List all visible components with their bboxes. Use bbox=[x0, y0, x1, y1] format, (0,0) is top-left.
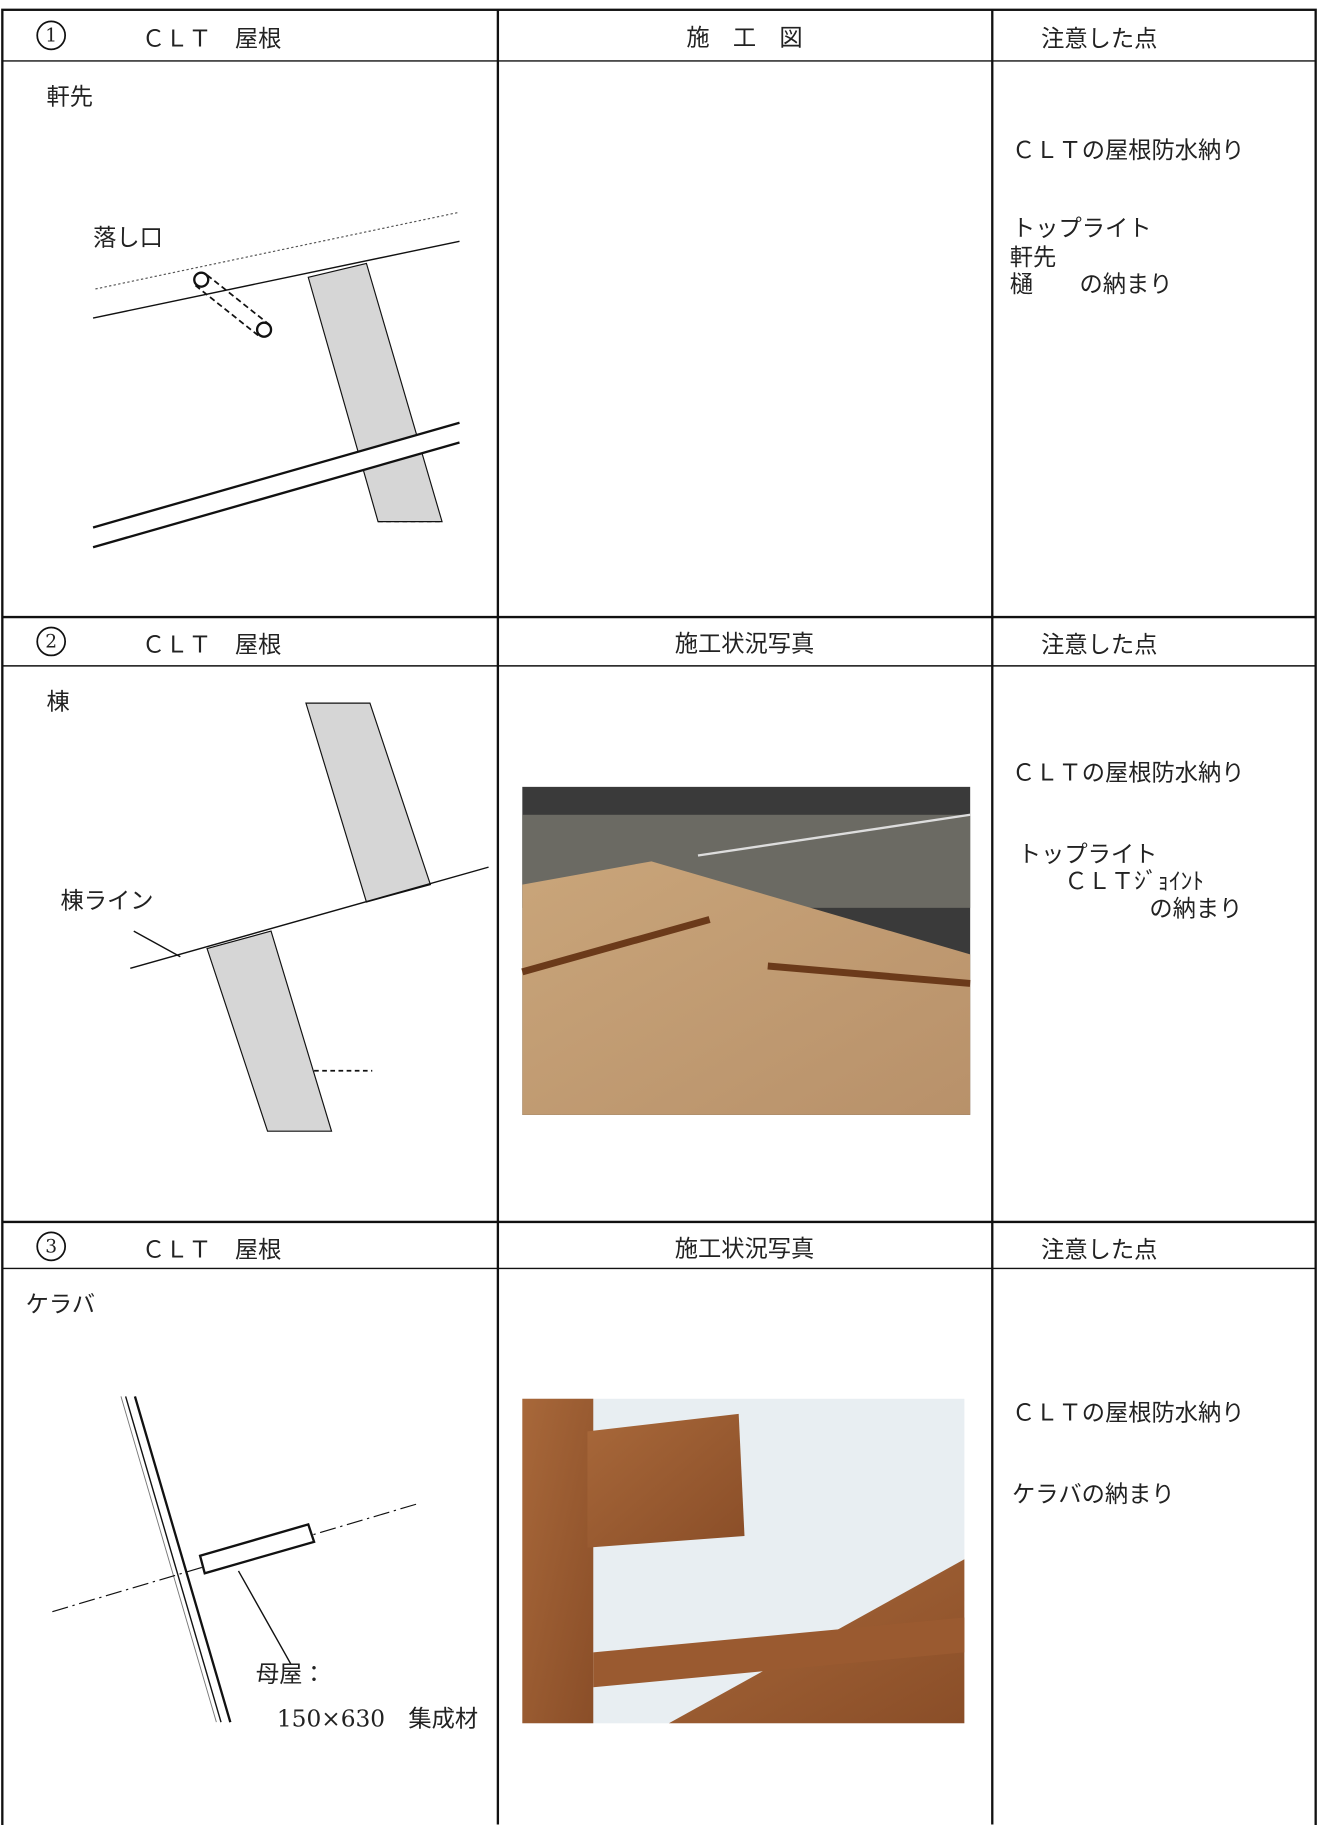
note: ＣＬＴの屋根防水納り bbox=[1012, 137, 1245, 164]
note: 軒先 bbox=[1010, 244, 1057, 271]
photo-verge bbox=[522, 1398, 965, 1724]
column-header: 施工状況写真 bbox=[675, 1235, 815, 1262]
note: ＣＬＴの屋根防水納り bbox=[1012, 760, 1245, 787]
diagram-ridge bbox=[130, 702, 489, 1132]
diagram-eaves bbox=[92, 211, 460, 549]
note: トップライト bbox=[1012, 215, 1152, 242]
detail-label: 軒先 bbox=[47, 84, 94, 111]
section-title: ＣＬＴ 屋根 bbox=[142, 632, 282, 659]
note: ＣＬＴの屋根防水納り bbox=[1012, 1399, 1245, 1426]
section-title: ＣＬＴ 屋根 bbox=[142, 1237, 282, 1264]
note: の納まり bbox=[1149, 896, 1242, 923]
diagram-label: 落し口 bbox=[93, 224, 163, 251]
section-number: 3 bbox=[45, 1237, 57, 1258]
table-grid bbox=[1, 8, 1317, 1825]
photo-ridge bbox=[521, 786, 971, 1115]
column-header: 注意した点 bbox=[1041, 632, 1157, 659]
diagram-label: 150×630 集成材 bbox=[277, 1705, 478, 1732]
column-header: 施工状況写真 bbox=[675, 630, 815, 657]
detail-label: 棟 bbox=[47, 689, 70, 716]
section-number: 1 bbox=[45, 26, 57, 47]
number-circle bbox=[36, 1231, 67, 1262]
column-header: 注意した点 bbox=[1041, 1237, 1157, 1264]
note: ケラバの納まり bbox=[1012, 1481, 1175, 1508]
detail-label: ケラバ bbox=[26, 1291, 96, 1318]
note: ＣＬＴｼﾞｮｲﾝﾄ bbox=[1064, 868, 1204, 895]
diagram-verge bbox=[52, 1396, 419, 1723]
diagram-label: 母屋： bbox=[256, 1661, 326, 1688]
section-number: 2 bbox=[45, 632, 57, 653]
note: トップライト bbox=[1018, 841, 1158, 868]
number-circle bbox=[36, 20, 67, 51]
column-header: 施 工 図 bbox=[686, 24, 802, 51]
diagram-label: 棟ライン bbox=[60, 888, 153, 915]
number-circle bbox=[36, 626, 67, 657]
column-header: 注意した点 bbox=[1041, 26, 1157, 53]
section-title: ＣＬＴ 屋根 bbox=[142, 26, 282, 53]
note: 樋 の納まり bbox=[1010, 271, 1173, 298]
